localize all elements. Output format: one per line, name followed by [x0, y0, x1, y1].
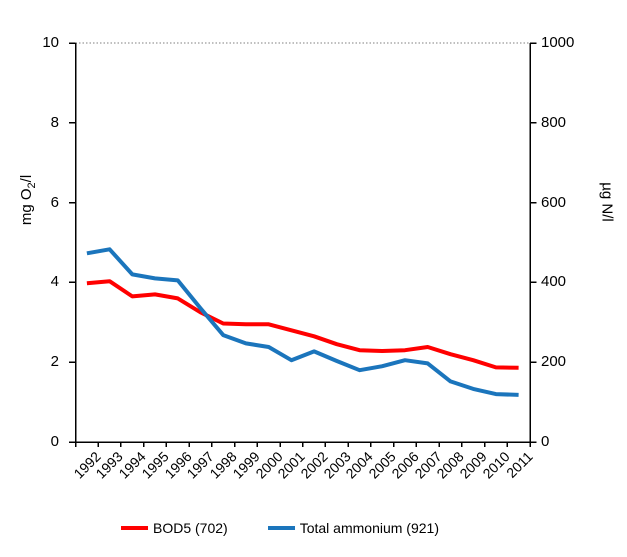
y-tick-label-left: 6 — [50, 193, 59, 211]
series-line-bod5-702 — [86, 279, 519, 370]
legend-line-swatch-bod5 — [121, 526, 149, 530]
y-tick-label-right: 1000 — [541, 34, 575, 51]
left-axis-title-subscript: 2 — [26, 182, 38, 189]
y-tick-label-left: 0 — [50, 433, 59, 450]
y-tick-label-right: 200 — [541, 353, 567, 371]
y-tick-label-right: 400 — [541, 273, 567, 291]
y-tick-label-left: 2 — [50, 353, 59, 371]
y-tick-label-right: 600 — [541, 193, 567, 211]
series-line-total-ammonium-921 — [86, 247, 519, 397]
legend-label-bod5: BOD5 (702) — [153, 520, 228, 536]
left-axis-title-text: mg O — [18, 188, 35, 226]
legend-item-total-ammonium: Total ammonium (921) — [267, 520, 439, 536]
y-tick-label-left: 10 — [42, 34, 59, 51]
left-axis-title-unit: /l — [18, 174, 35, 183]
legend: BOD5 (702) Total ammonium (921) — [121, 520, 439, 536]
right-axis-title: µg N/l — [598, 182, 616, 222]
y-tick-label-right: 800 — [541, 113, 567, 131]
legend-label-total-ammonium: Total ammonium (921) — [299, 520, 439, 536]
legend-item-bod5: BOD5 (702) — [121, 520, 228, 536]
y-tick-label-left: 8 — [50, 113, 59, 131]
y-tick-label-right: 0 — [541, 433, 550, 450]
y-tick-label-left: 4 — [50, 273, 59, 291]
left-axis-title: mg O2/l — [18, 175, 38, 225]
legend-line-swatch-total-ammonium — [267, 526, 295, 530]
